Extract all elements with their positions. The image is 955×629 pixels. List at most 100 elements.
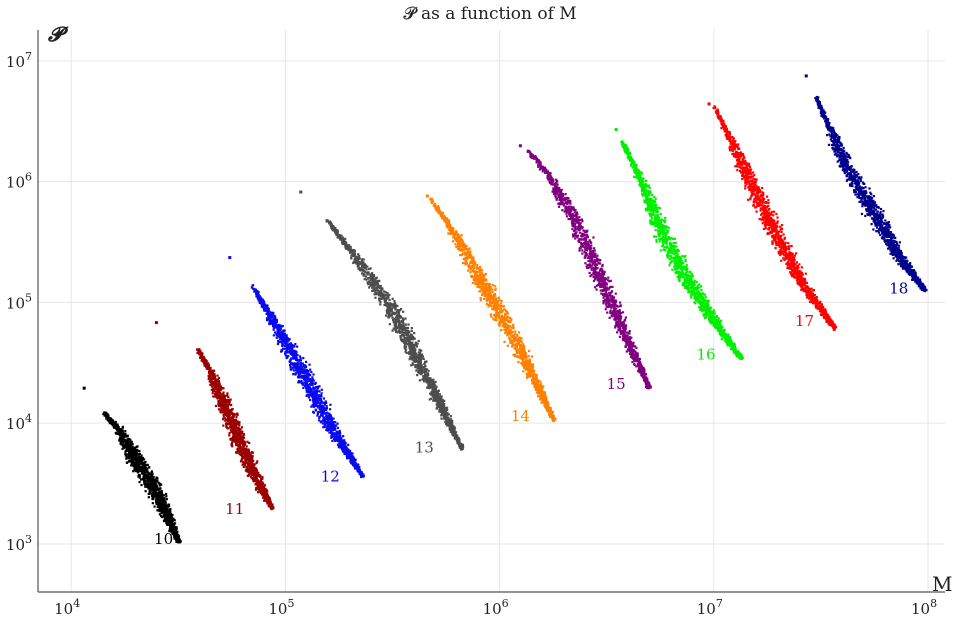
data-point: [252, 466, 254, 468]
data-point: [320, 412, 322, 414]
data-point: [151, 485, 153, 487]
data-point: [152, 479, 154, 481]
data-point: [237, 438, 239, 440]
data-point: [174, 519, 176, 521]
data-point: [244, 453, 246, 455]
data-point: [255, 472, 257, 474]
data-point: [272, 319, 274, 321]
data-point: [131, 456, 133, 458]
data-point: [318, 419, 320, 421]
data-point: [216, 375, 218, 377]
data-point: [335, 424, 337, 426]
data-point: [200, 357, 202, 359]
data-point: [239, 444, 241, 446]
data-point: [357, 253, 359, 255]
data-point: [124, 439, 126, 441]
data-point: [425, 375, 427, 377]
data-point: [226, 407, 228, 409]
data-point: [148, 496, 150, 498]
data-point: [138, 453, 140, 455]
data-point: [292, 364, 294, 366]
data-point: [228, 256, 231, 259]
data-point: [378, 297, 380, 299]
data-point: [342, 442, 344, 444]
data-point: [295, 367, 297, 369]
data-point: [253, 464, 255, 466]
data-point: [169, 511, 171, 513]
data-point: [247, 459, 249, 461]
data-point: [138, 481, 140, 483]
data-point: [198, 348, 200, 350]
data-point: [300, 359, 302, 361]
data-point: [136, 449, 138, 451]
data-point: [320, 398, 322, 400]
data-point: [299, 369, 301, 371]
data-point: [333, 426, 335, 428]
data-point: [215, 384, 217, 386]
data-point: [331, 421, 333, 423]
data-point: [259, 297, 261, 299]
data-point: [442, 408, 444, 410]
data-point: [277, 332, 279, 334]
data-point: [407, 327, 409, 329]
data-point: [400, 316, 402, 318]
data-point: [296, 369, 298, 371]
data-point: [282, 340, 284, 342]
data-point: [234, 440, 236, 442]
data-point: [155, 321, 158, 324]
data-point: [380, 298, 382, 300]
data-point: [404, 332, 406, 334]
data-point: [312, 386, 314, 388]
data-point: [450, 424, 452, 426]
data-point: [242, 461, 244, 463]
data-point: [239, 428, 241, 430]
data-point: [164, 501, 166, 503]
data-point: [281, 350, 283, 352]
data-point: [411, 350, 413, 352]
data-point: [229, 401, 231, 403]
data-point: [398, 320, 400, 322]
data-point: [423, 363, 425, 365]
data-point: [400, 337, 402, 339]
data-point: [238, 421, 240, 423]
data-point: [310, 406, 312, 408]
data-point: [287, 340, 289, 342]
data-point: [325, 407, 327, 409]
data-point: [249, 471, 251, 473]
x-tick-label: 108: [911, 597, 937, 618]
data-point: [262, 302, 264, 304]
data-point: [255, 293, 257, 295]
data-point: [175, 534, 177, 536]
data-point: [142, 457, 144, 459]
data-point: [226, 394, 228, 396]
data-point: [358, 466, 360, 468]
data-point: [251, 451, 253, 453]
data-point: [352, 250, 354, 252]
data-point: [140, 462, 142, 464]
data-point: [155, 481, 157, 483]
data-point: [230, 398, 232, 400]
data-point: [298, 374, 300, 376]
data-point: [248, 452, 250, 454]
data-point: [440, 395, 442, 397]
data-point: [302, 357, 304, 359]
data-point: [112, 420, 114, 422]
data-point: [159, 496, 161, 498]
data-point: [238, 433, 240, 435]
data-point: [114, 426, 116, 428]
data-point: [232, 432, 234, 434]
data-point: [287, 338, 289, 340]
data-point: [259, 481, 261, 483]
data-point: [170, 525, 172, 527]
data-point: [158, 492, 160, 494]
data-point: [310, 371, 312, 373]
data-point: [252, 284, 254, 286]
data-point: [157, 489, 159, 491]
data-point: [168, 519, 170, 521]
data-point: [255, 462, 257, 464]
data-point: [310, 382, 312, 384]
data-point: [123, 444, 125, 446]
data-point: [107, 416, 109, 418]
data-point: [281, 325, 283, 327]
data-point: [380, 288, 382, 290]
